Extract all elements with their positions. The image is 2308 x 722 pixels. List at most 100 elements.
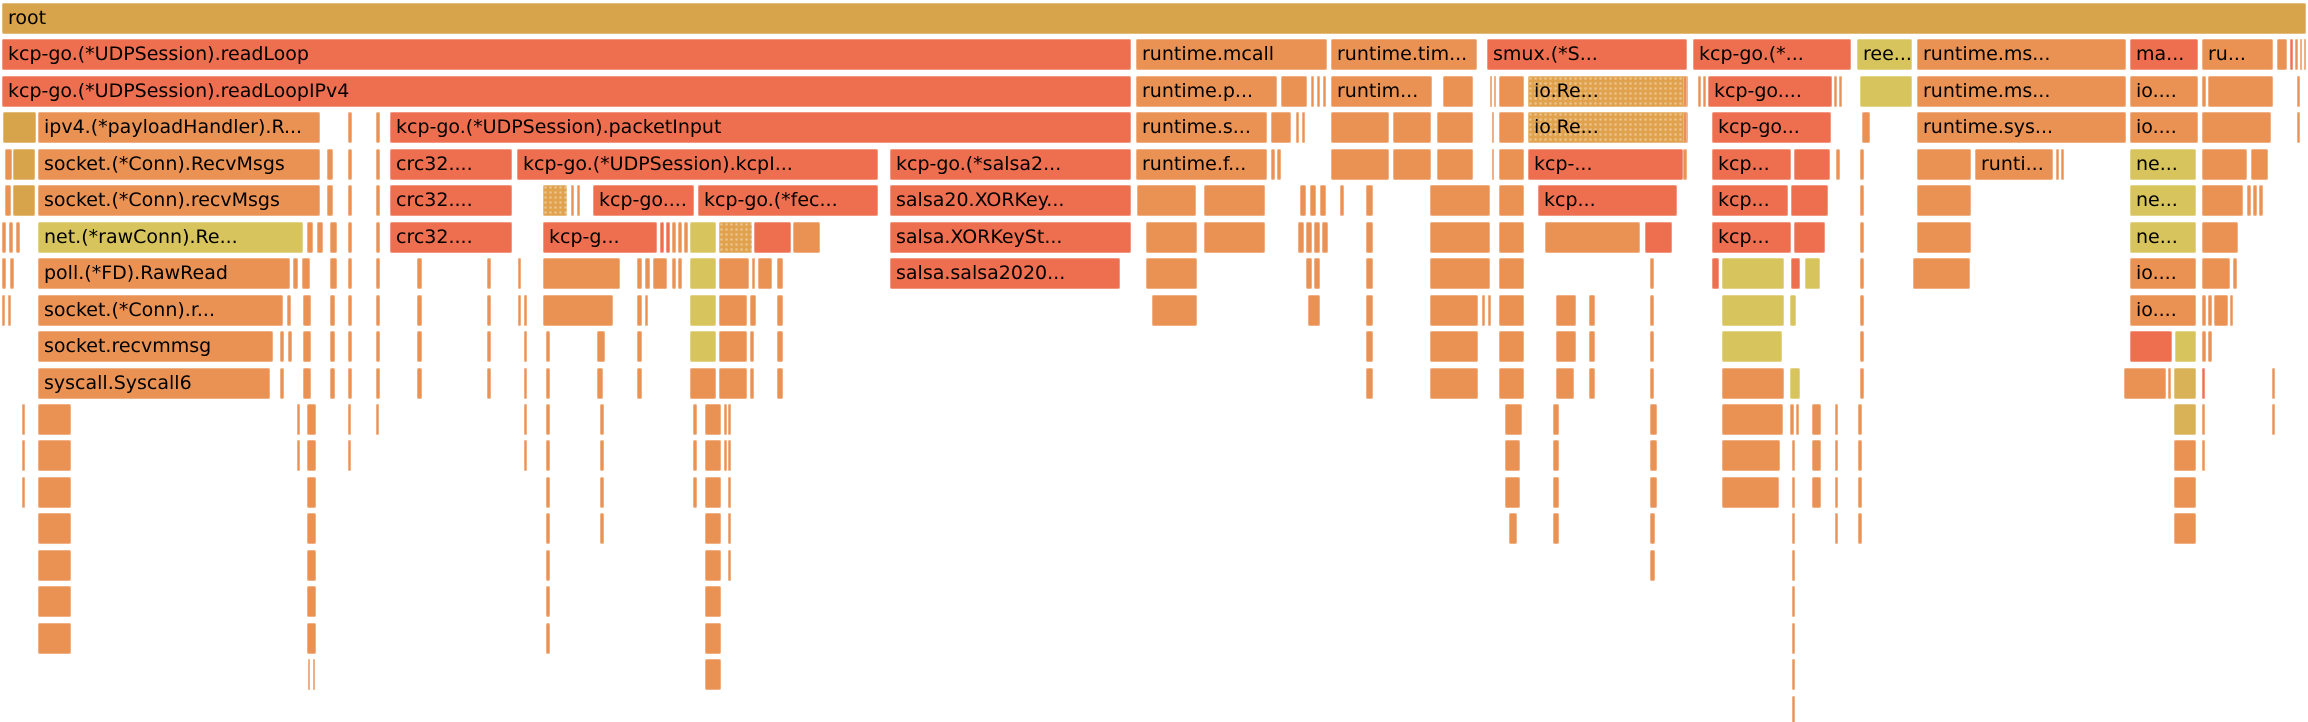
flame-frame[interactable] bbox=[693, 404, 697, 435]
flame-frame[interactable] bbox=[348, 368, 352, 399]
frame-io-re[interactable]: io.Re... bbox=[1528, 112, 1688, 143]
flame-frame[interactable] bbox=[705, 550, 721, 581]
flame-frame[interactable] bbox=[660, 222, 664, 253]
frame-kcp-go-salsa2[interactable]: kcp-go.(*salsa2... bbox=[890, 149, 1131, 180]
frame-io-re[interactable]: io.Re... bbox=[1528, 76, 1688, 107]
flame-frame[interactable] bbox=[1835, 513, 1838, 544]
flame-frame[interactable] bbox=[524, 404, 527, 435]
flame-frame[interactable] bbox=[1366, 331, 1373, 362]
flame-frame[interactable] bbox=[1146, 222, 1197, 253]
flame-frame[interactable] bbox=[348, 440, 351, 471]
flame-frame[interactable] bbox=[2168, 368, 2171, 399]
flame-frame[interactable] bbox=[666, 222, 670, 253]
flame-frame[interactable] bbox=[2, 258, 6, 289]
flame-frame[interactable] bbox=[777, 258, 783, 289]
flame-frame[interactable] bbox=[1650, 550, 1655, 581]
flame-frame[interactable] bbox=[487, 368, 491, 399]
flame-frame[interactable] bbox=[13, 149, 35, 180]
flame-frame[interactable] bbox=[376, 295, 380, 326]
flame-frame[interactable] bbox=[1839, 76, 1842, 107]
flame-frame[interactable] bbox=[777, 331, 783, 362]
flame-frame[interactable] bbox=[758, 258, 772, 289]
flame-frame[interactable] bbox=[2272, 368, 2275, 399]
frame-kcp[interactable]: kcp... bbox=[1712, 185, 1788, 216]
flame-frame[interactable] bbox=[690, 368, 716, 399]
flame-frame[interactable] bbox=[307, 477, 316, 508]
flame-frame[interactable] bbox=[1443, 76, 1473, 107]
flame-frame[interactable] bbox=[348, 404, 351, 435]
flame-frame[interactable] bbox=[597, 331, 605, 362]
flame-frame[interactable] bbox=[348, 295, 352, 326]
flame-frame[interactable] bbox=[1499, 149, 1524, 180]
flame-frame[interactable] bbox=[313, 659, 315, 690]
frame-kcp[interactable]: kcp-... bbox=[1528, 149, 1683, 180]
flame-frame[interactable] bbox=[1306, 258, 1312, 289]
flame-frame[interactable] bbox=[1393, 112, 1431, 143]
frame-kcp-go-udpsession-readloop[interactable]: kcp-go.(*UDPSession).readLoop bbox=[2, 39, 1131, 70]
flame-frame[interactable] bbox=[1331, 112, 1389, 143]
flame-frame[interactable] bbox=[1499, 222, 1524, 253]
flame-frame[interactable] bbox=[645, 258, 650, 289]
flame-frame[interactable] bbox=[1683, 149, 1687, 180]
frame-ne[interactable]: ne... bbox=[2130, 185, 2196, 216]
flame-frame[interactable] bbox=[1796, 404, 1799, 435]
flame-frame[interactable] bbox=[308, 659, 310, 690]
frame-crc32[interactable]: crc32.... bbox=[390, 185, 512, 216]
flame-frame[interactable] bbox=[546, 513, 550, 544]
flame-frame[interactable] bbox=[1137, 185, 1196, 216]
flame-frame[interactable] bbox=[1271, 149, 1275, 180]
frame-crc32[interactable]: crc32.... bbox=[390, 149, 512, 180]
flame-frame[interactable] bbox=[376, 258, 380, 289]
flame-frame[interactable] bbox=[693, 440, 697, 471]
flame-frame[interactable] bbox=[1650, 404, 1657, 435]
frame-kcp-go-udpsession-readloopipv4[interactable]: kcp-go.(*UDPSession).readLoopIPv4 bbox=[2, 76, 1131, 107]
flame-frame[interactable] bbox=[1650, 440, 1657, 471]
flame-frame[interactable] bbox=[1490, 76, 1492, 107]
frame-ma[interactable]: ma... bbox=[2130, 39, 2198, 70]
frame-salsa-xorkeyst[interactable]: salsa.XORKeySt... bbox=[890, 222, 1131, 253]
flame-frame[interactable] bbox=[719, 331, 747, 362]
flame-frame[interactable] bbox=[1300, 185, 1306, 216]
flame-frame[interactable] bbox=[1204, 185, 1265, 216]
flame-frame[interactable] bbox=[1860, 368, 1864, 399]
flame-frame[interactable] bbox=[1792, 659, 1795, 690]
flame-frame[interactable] bbox=[1790, 368, 1800, 399]
flame-frame[interactable] bbox=[2202, 368, 2205, 399]
flame-frame[interactable] bbox=[1698, 76, 1701, 107]
flame-frame[interactable] bbox=[348, 185, 352, 216]
flame-frame[interactable] bbox=[777, 368, 783, 399]
flame-frame[interactable] bbox=[1556, 295, 1576, 326]
flame-frame[interactable] bbox=[303, 368, 311, 399]
flame-frame[interactable] bbox=[1835, 404, 1838, 435]
frame-salsa20-xorkey[interactable]: salsa20.XORKey... bbox=[890, 185, 1131, 216]
frame-io[interactable]: io.... bbox=[2130, 76, 2198, 107]
flame-frame[interactable] bbox=[1204, 222, 1265, 253]
flame-frame[interactable] bbox=[1366, 222, 1373, 253]
flame-frame[interactable] bbox=[327, 185, 333, 216]
flame-frame[interactable] bbox=[2300, 39, 2302, 70]
flame-frame[interactable] bbox=[307, 440, 316, 471]
frame-socket-conn-recvmsgs[interactable]: socket.(*Conn).recvMsgs bbox=[38, 185, 320, 216]
flame-frame[interactable] bbox=[348, 222, 352, 253]
flame-frame[interactable] bbox=[546, 368, 550, 399]
flame-frame[interactable] bbox=[705, 513, 721, 544]
flame-frame[interactable] bbox=[38, 586, 71, 617]
frame-io[interactable]: io.... bbox=[2130, 258, 2196, 289]
flame-frame[interactable] bbox=[1499, 185, 1524, 216]
flame-frame[interactable] bbox=[417, 368, 422, 399]
flame-frame[interactable] bbox=[2202, 331, 2206, 362]
flame-frame[interactable] bbox=[10, 258, 14, 289]
flame-frame[interactable] bbox=[330, 258, 337, 289]
flame-frame[interactable] bbox=[38, 404, 71, 435]
flame-frame[interactable] bbox=[543, 258, 620, 289]
frame-runtime-s[interactable]: runtime.s... bbox=[1136, 112, 1267, 143]
flame-frame[interactable] bbox=[719, 295, 747, 326]
flame-frame[interactable] bbox=[793, 222, 820, 253]
flame-frame[interactable] bbox=[1366, 295, 1373, 326]
flame-frame[interactable] bbox=[1917, 149, 1971, 180]
flame-frame[interactable] bbox=[705, 623, 721, 654]
flame-frame[interactable] bbox=[1553, 513, 1559, 544]
flame-frame[interactable] bbox=[690, 331, 716, 362]
flame-frame[interactable] bbox=[1835, 440, 1838, 471]
flame-frame[interactable] bbox=[1296, 112, 1299, 143]
